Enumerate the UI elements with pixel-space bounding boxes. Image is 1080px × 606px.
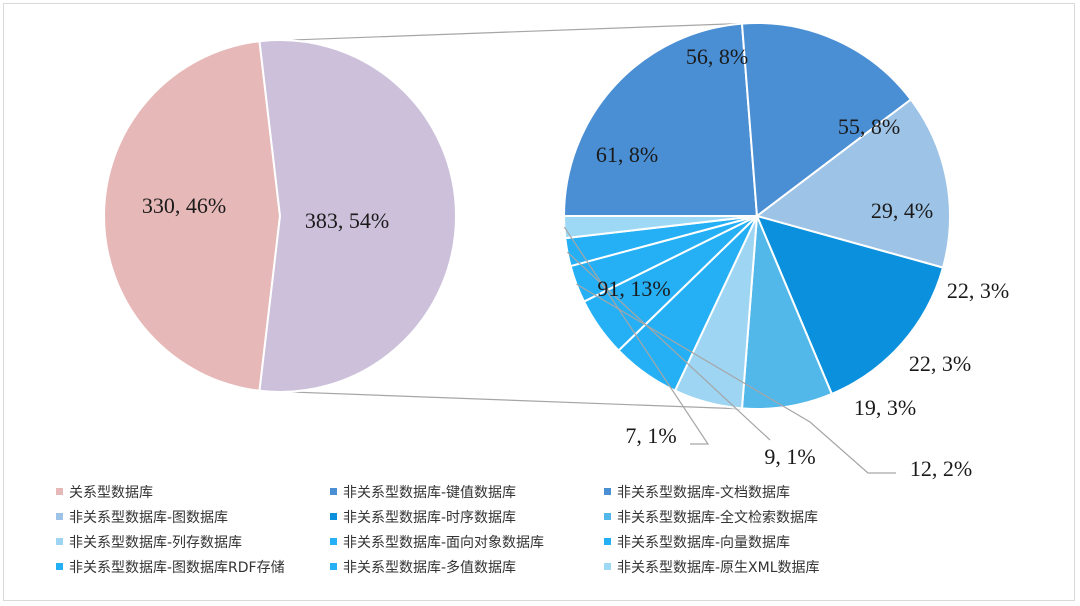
legend-swatch: [604, 538, 611, 545]
legend-item: 非关系型数据库-时序数据库: [330, 507, 604, 526]
leader-line: [576, 283, 896, 474]
secondary-pie-data-label: 22, 3%: [947, 278, 1009, 303]
legend-label: 非关系型数据库-文档数据库: [617, 484, 791, 501]
secondary-pie-slice: [740, 22, 913, 218]
legend-label: 非关系型数据库-图数据库RDF存储: [69, 559, 285, 576]
secondary-pie-slice: [755, 214, 945, 396]
secondary-pie-data-label: 55, 8%: [838, 114, 900, 139]
secondary-pie-data-label: 22, 3%: [909, 351, 971, 376]
data-labels: 330, 46% 383, 54% 91, 13% 61, 8% 56, 8% 55, 8…: [142, 44, 1009, 481]
secondary-pie-slice: [562, 215, 758, 240]
legend-swatch: [56, 513, 63, 520]
legend-label: 非关系型数据库-面向对象数据库: [343, 534, 545, 551]
legend-item: 关系型数据库: [56, 482, 330, 501]
legend-label: 非关系型数据库-图数据库: [69, 509, 229, 526]
legend-label: 非关系型数据库-全文检索数据库: [617, 509, 819, 526]
legend-swatch: [604, 563, 611, 570]
legend-item: 非关系型数据库-图数据库: [56, 507, 330, 526]
main-pie-data-label: 330, 46%: [142, 193, 226, 218]
legend-swatch: [330, 563, 337, 570]
legend-swatch: [56, 538, 63, 545]
legend-item: 非关系型数据库-全文检索数据库: [604, 507, 878, 526]
secondary-pie: [562, 22, 951, 410]
legend-item: 非关系型数据库-图数据库RDF存储: [56, 557, 330, 576]
legend-label: 非关系型数据库-原生XML数据库: [617, 559, 820, 576]
legend-swatch: [604, 513, 611, 520]
main-pie-data-label: 383, 54%: [305, 208, 389, 233]
legend-swatch: [330, 488, 337, 495]
main-pie-slice: [258, 39, 458, 393]
connector-lines: [259, 22, 756, 410]
legend-item: 非关系型数据库-原生XML数据库: [604, 557, 878, 576]
legend-item: 非关系型数据库-列存数据库: [56, 532, 330, 551]
legend-label: 非关系型数据库-时序数据库: [343, 509, 517, 526]
secondary-pie-data-label: 9, 1%: [764, 444, 815, 469]
secondary-pie-slice: [562, 22, 759, 217]
legend-label: 关系型数据库: [69, 484, 153, 501]
legend-swatch: [330, 538, 337, 545]
secondary-pie-slice: [754, 98, 951, 269]
connector-line: [259, 22, 756, 42]
secondary-pie-data-label: 91, 13%: [597, 276, 670, 301]
legend-item: 非关系型数据库-多值数据库: [330, 557, 604, 576]
secondary-pie-data-label: 61, 8%: [596, 142, 658, 167]
legend-swatch: [56, 563, 63, 570]
legend-swatch: [56, 488, 63, 495]
main-pie: [103, 39, 458, 393]
legend-item: 非关系型数据库-键值数据库: [330, 482, 604, 501]
legend-item: 非关系型数据库-向量数据库: [604, 532, 878, 551]
secondary-pie-data-label: 19, 3%: [854, 395, 916, 420]
secondary-pie-data-label: 56, 8%: [686, 44, 748, 69]
legend-item: 非关系型数据库-面向对象数据库: [330, 532, 604, 551]
legend-label: 非关系型数据库-键值数据库: [343, 484, 517, 501]
legend: 关系型数据库 非关系型数据库-键值数据库 非关系型数据库-文档数据库 非关系型数据库-…: [56, 482, 1056, 576]
leader-lines: [563, 226, 896, 474]
legend-label: 非关系型数据库-多值数据库: [343, 559, 517, 576]
secondary-pie-data-label: 29, 4%: [871, 198, 933, 223]
legend-item: 非关系型数据库-文档数据库: [604, 482, 878, 501]
legend-label: 非关系型数据库-向量数据库: [617, 534, 791, 551]
secondary-pie-data-label: 7, 1%: [625, 423, 676, 448]
leader-line: [563, 226, 710, 445]
legend-swatch: [604, 488, 611, 495]
secondary-pie-data-label: 12, 2%: [910, 456, 972, 481]
main-pie-slice: [103, 40, 282, 392]
connector-line: [259, 390, 746, 410]
legend-label: 非关系型数据库-列存数据库: [69, 534, 243, 551]
legend-swatch: [330, 513, 337, 520]
